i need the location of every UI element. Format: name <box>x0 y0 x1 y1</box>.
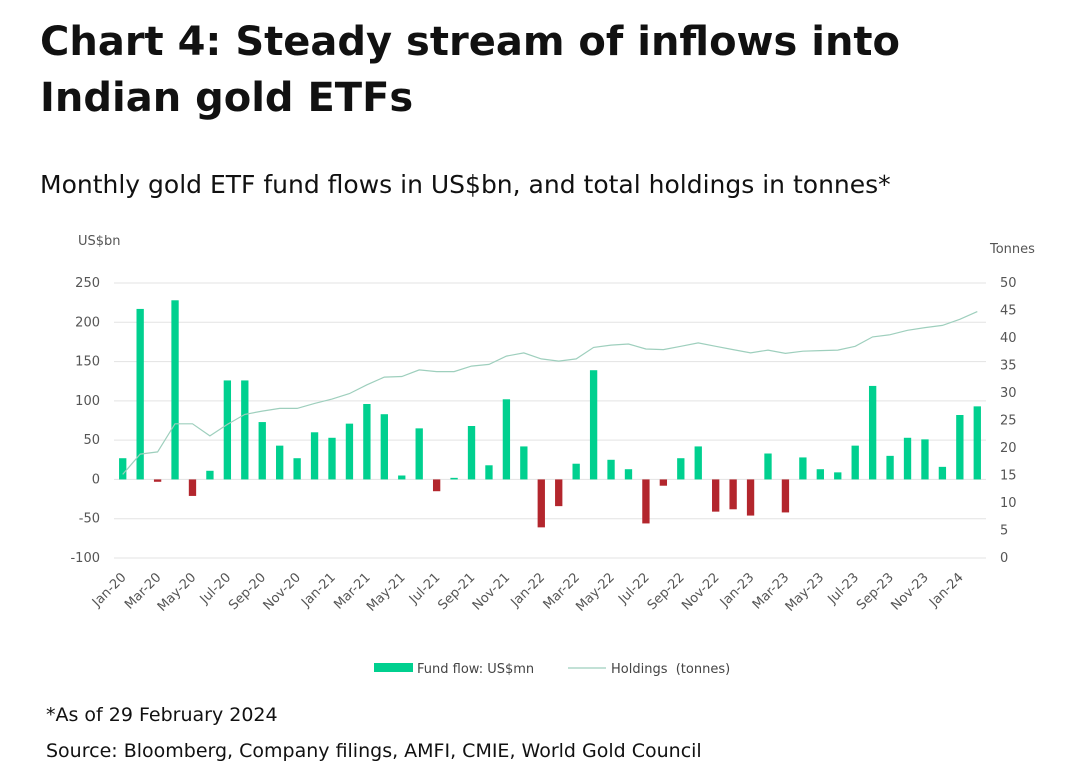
bar-Oct-20 <box>276 445 284 480</box>
x-tick-label: May-23 <box>783 570 827 614</box>
bar-Aug-20 <box>241 380 249 480</box>
bar-Nov-20 <box>293 458 301 480</box>
bar-Jan-21 <box>328 437 336 480</box>
right-tick-label: 0 <box>1000 551 1008 566</box>
x-tick-label: Nov-23 <box>888 570 931 613</box>
right-tick-label: 20 <box>1000 441 1017 456</box>
left-tick-label: 150 <box>75 355 100 370</box>
source-note: Source: Bloomberg, Company filings, AMFI… <box>46 740 702 762</box>
bar-Mar-23 <box>781 479 790 513</box>
left-axis-label: US$bn <box>78 234 121 249</box>
bar-Jan-24 <box>956 415 964 480</box>
right-tick-label: 5 <box>1000 524 1008 539</box>
bar-Mar-22 <box>572 463 580 480</box>
right-tick-label: 40 <box>1000 331 1017 346</box>
right-axis-label: Tonnes <box>989 242 1035 257</box>
bar-Oct-22 <box>694 446 702 480</box>
x-tick-label: Sep-23 <box>854 570 897 613</box>
bar-Jul-21 <box>432 479 441 492</box>
left-tick-label: -100 <box>70 551 100 566</box>
right-tick-label: 15 <box>1000 469 1017 484</box>
bar-Dec-20 <box>310 432 319 480</box>
bar-Apr-20 <box>171 300 179 480</box>
right-tick-label: 10 <box>1000 496 1017 511</box>
bar-Apr-23 <box>799 457 807 480</box>
right-tick-label: 30 <box>1000 386 1017 401</box>
x-tick-label: Nov-22 <box>679 570 722 613</box>
bar-May-23 <box>816 469 824 480</box>
bar-series <box>119 300 981 528</box>
left-tick-label: 0 <box>92 472 100 487</box>
left-tick-label: 50 <box>83 433 100 448</box>
bar-May-22 <box>607 459 615 480</box>
bar-Mar-20 <box>153 479 162 482</box>
line-series <box>122 311 978 475</box>
bar-Sep-20 <box>258 422 266 480</box>
bar-Feb-20 <box>136 308 144 480</box>
right-tick-label: 50 <box>1000 276 1017 291</box>
bar-Mar-21 <box>363 404 371 480</box>
legend: Fund flow: US$mn Holdings (tonnes) <box>374 662 730 677</box>
bar-Jun-21 <box>415 428 423 480</box>
bar-Feb-21 <box>345 423 354 480</box>
bar-Jul-22 <box>642 479 650 524</box>
bar-Feb-22 <box>555 479 563 507</box>
chart-subtitle: Monthly gold ETF fund flows in US$bn, an… <box>40 170 891 199</box>
bar-Nov-22 <box>712 479 720 512</box>
holdings-line <box>122 311 978 475</box>
right-tick-label: 45 <box>1000 304 1017 319</box>
bar-Jun-20 <box>206 470 214 480</box>
bar-Jun-23 <box>834 472 842 480</box>
left-tick-label: 100 <box>75 394 100 409</box>
bar-Apr-22 <box>589 370 598 480</box>
x-tick-label: Jan-24 <box>926 570 967 611</box>
bar-Aug-23 <box>868 385 877 480</box>
bar-Oct-23 <box>903 437 912 480</box>
legend-label-fund-flow: Fund flow: US$mn <box>417 662 534 677</box>
bar-Jan-20 <box>119 458 127 480</box>
bar-Dec-23 <box>938 466 947 480</box>
chart: 250200150100500-50-100504540353025201510… <box>70 234 1035 677</box>
bar-May-21 <box>398 475 406 480</box>
bar-Sep-21 <box>467 426 476 480</box>
left-tick-label: -50 <box>79 512 100 527</box>
bar-Jun-22 <box>624 469 633 480</box>
bar-Aug-22 <box>659 479 668 486</box>
x-tick-label: May-20 <box>155 570 199 614</box>
chart-title: Chart 4: Steady stream of inflows into I… <box>40 19 901 121</box>
x-tick-label: Nov-20 <box>261 570 304 613</box>
bar-Apr-21 <box>380 414 388 480</box>
right-tick-label: 35 <box>1000 359 1017 374</box>
legend-label-holdings: Holdings (tonnes) <box>611 662 730 677</box>
bar-Nov-21 <box>502 399 511 480</box>
bar-Sep-23 <box>886 455 894 480</box>
bar-Aug-21 <box>450 477 458 480</box>
left-tick-label: 250 <box>75 276 100 291</box>
bar-Nov-23 <box>921 439 929 480</box>
bar-Jul-20 <box>223 380 232 480</box>
bar-Feb-23 <box>764 453 772 480</box>
bar-Dec-22 <box>729 479 737 510</box>
left-tick-label: 200 <box>75 315 100 330</box>
bar-Jan-23 <box>746 479 755 516</box>
bar-Feb-24 <box>973 406 981 480</box>
x-tick-label: May-21 <box>364 570 408 614</box>
x-tick-label: Sep-22 <box>645 570 688 613</box>
bar-May-20 <box>188 479 197 496</box>
bar-Jan-22 <box>537 479 545 528</box>
right-tick-label: 25 <box>1000 414 1017 429</box>
x-tick-label: Nov-21 <box>470 570 513 613</box>
bar-Dec-21 <box>520 446 528 480</box>
bar-Jul-23 <box>851 445 859 480</box>
x-tick-label: Sep-20 <box>226 570 269 613</box>
x-tick-label: Sep-21 <box>435 570 478 613</box>
bar-Sep-22 <box>677 458 685 480</box>
legend-swatch-fund-flow <box>374 663 413 672</box>
footnote: *As of 29 February 2024 <box>46 704 278 726</box>
bar-Oct-21 <box>485 465 493 480</box>
x-tick-label: May-22 <box>573 570 617 614</box>
